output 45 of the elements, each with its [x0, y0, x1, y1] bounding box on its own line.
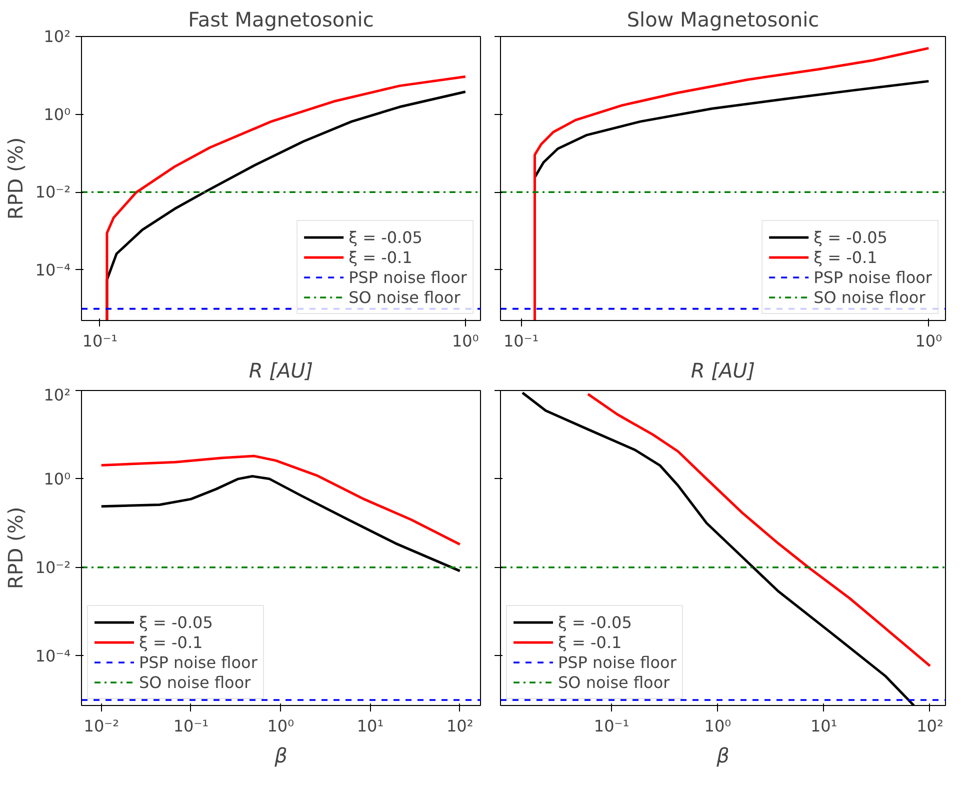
y-tick-label: 10⁰ — [44, 104, 71, 124]
x-axis-title: β — [716, 744, 730, 768]
legend-label: ξ = -0.05 — [348, 228, 422, 246]
y-tick-label: 10⁻² — [35, 558, 70, 577]
x-tick-label: 10⁻² — [84, 716, 119, 736]
legend-label: SO noise floor — [139, 672, 251, 692]
y-tick-label: 10² — [44, 27, 71, 46]
legend-label: ξ = -0.1 — [139, 632, 203, 652]
y-tick-label: 10⁻² — [35, 182, 70, 202]
y-tick-label: 10⁻⁴ — [35, 260, 70, 280]
x-axis-title: R [AU] — [248, 358, 314, 382]
y-tick-label: 10² — [44, 386, 71, 404]
x-tick-label: 10⁻¹ — [504, 332, 539, 350]
legend-label: SO noise floor — [558, 672, 670, 692]
y-tick-label: 10⁰ — [44, 469, 71, 488]
y-axis-title: RPD (%) — [3, 137, 28, 220]
legend-label: ξ = -0.1 — [558, 632, 622, 652]
legend-label: ξ = -0.1 — [348, 248, 412, 266]
legend-label: PSP noise floor — [139, 652, 258, 672]
legend-label: PSP noise floor — [348, 268, 467, 286]
legend-label: ξ = -0.05 — [139, 612, 213, 632]
legend-label: PSP noise floor — [558, 652, 676, 672]
legend-label: SO noise floor — [814, 288, 926, 306]
x-tick-label: 10¹ — [356, 716, 384, 736]
chart-title: Slow Magnetosonic — [626, 8, 820, 32]
legend-label: SO noise floor — [348, 288, 460, 306]
legend-label: PSP noise floor — [814, 268, 932, 286]
x-tick-label: 10⁰ — [915, 332, 942, 350]
y-tick-label: 10⁻⁴ — [35, 646, 70, 666]
x-tick-label: 10⁻¹ — [173, 716, 209, 736]
x-tick-label: 10⁰ — [267, 716, 294, 736]
x-tick-label: 10⁰ — [452, 332, 479, 350]
x-tick-label: 10² — [916, 716, 944, 736]
x-tick-label: 10⁰ — [704, 716, 732, 736]
legend-label: ξ = -0.1 — [814, 248, 878, 266]
legend-label: ξ = -0.05 — [558, 612, 632, 632]
chart-title: Fast Magnetosonic — [188, 8, 374, 32]
x-tick-label: 10⁻¹ — [82, 332, 118, 350]
x-tick-label: 10¹ — [810, 716, 838, 736]
x-tick-label: 10⁻¹ — [594, 716, 630, 736]
x-axis-title: R [AU] — [690, 358, 756, 382]
x-axis-title: β — [274, 744, 288, 768]
y-axis-title: RPD (%) — [3, 506, 28, 590]
legend-label: ξ = -0.05 — [814, 228, 888, 246]
x-tick-label: 10² — [446, 716, 474, 736]
